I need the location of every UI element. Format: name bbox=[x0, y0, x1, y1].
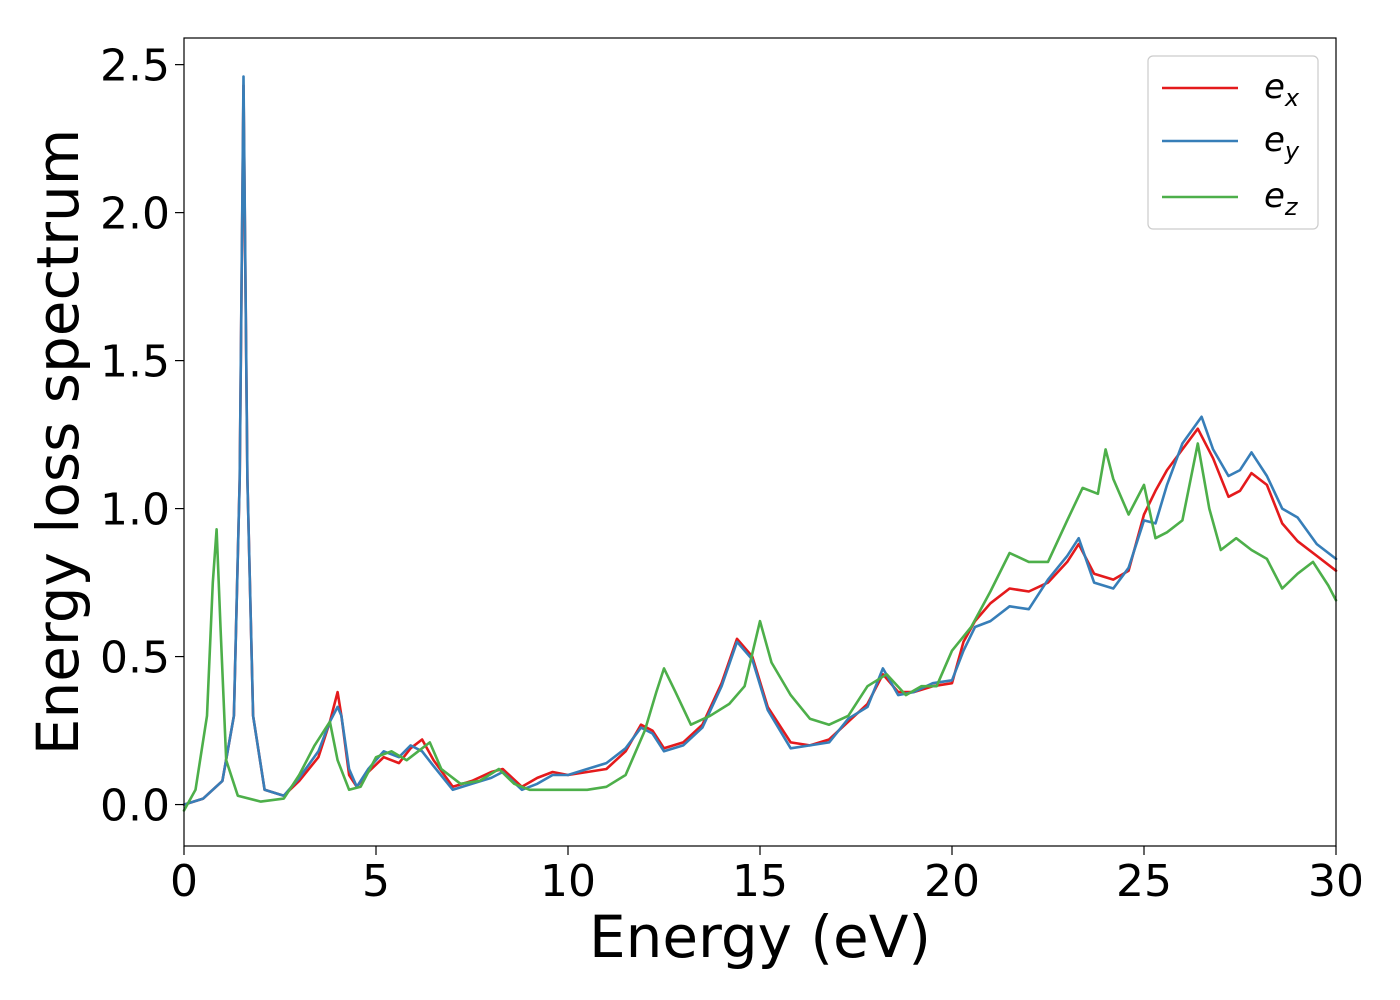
legend: ex ey ez bbox=[1147, 55, 1319, 230]
y-tick-label: 2.0 bbox=[100, 189, 170, 240]
x-tick-label: 20 bbox=[924, 856, 980, 907]
y-tick-label: 0.0 bbox=[100, 781, 170, 832]
series-line-ey bbox=[182, 75, 1338, 806]
plot-background bbox=[184, 38, 1336, 846]
series-line-ez bbox=[182, 442, 1338, 812]
y-axis: 0.0 0.5 1.0 1.5 2.0 2.5 bbox=[100, 41, 184, 832]
x-tick-label: 30 bbox=[1308, 856, 1364, 907]
x-tick-label: 25 bbox=[1116, 856, 1172, 907]
series-layer bbox=[182, 75, 1338, 812]
y-tick-label: 0.5 bbox=[100, 633, 170, 684]
x-tick-label: 15 bbox=[732, 856, 788, 907]
x-tick-label: 5 bbox=[362, 856, 390, 907]
legend-label-ex: ex bbox=[1264, 67, 1300, 112]
y-axis-label: Energy loss spectrum bbox=[24, 129, 92, 755]
x-tick-label: 10 bbox=[540, 856, 596, 907]
x-axis-label: Energy (eV) bbox=[589, 903, 931, 971]
x-tick-label: 0 bbox=[170, 856, 198, 907]
x-axis: 0 5 10 15 20 25 30 bbox=[170, 846, 1364, 907]
y-tick-label: 1.0 bbox=[100, 485, 170, 536]
y-tick-label: 1.5 bbox=[100, 337, 170, 388]
legend-label-ey: ey bbox=[1264, 120, 1300, 165]
y-tick-label: 2.5 bbox=[100, 41, 170, 92]
legend-label-ez: ez bbox=[1264, 176, 1299, 221]
legend-box bbox=[1147, 55, 1319, 230]
